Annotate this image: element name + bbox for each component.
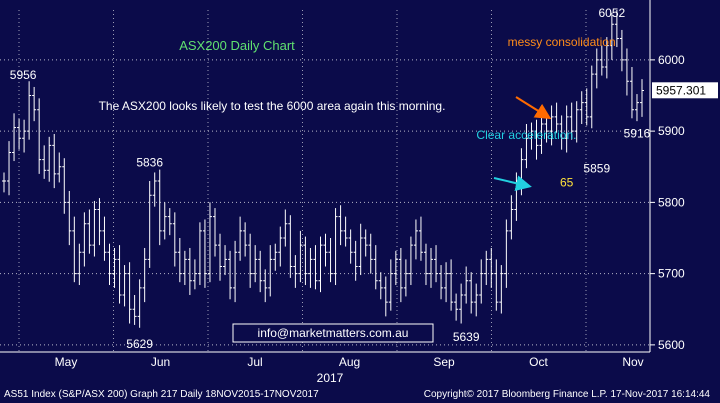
last-price-box	[652, 82, 718, 99]
last-price-label: 5957.301	[656, 83, 706, 97]
annotation-label: 5916	[624, 127, 651, 141]
annotation-label: 6052	[599, 6, 626, 20]
x-month-label: Nov	[622, 355, 643, 369]
annotation-label: 5836	[136, 156, 163, 170]
chart-background	[0, 0, 720, 386]
footer-left: AS51 Index (S&P/ASX 200) Graph 217 Daily…	[4, 389, 319, 400]
price-bars	[2, 10, 644, 328]
annotation-label: messy consolidation	[508, 35, 616, 49]
x-month-label: Aug	[339, 355, 360, 369]
orange-arrow	[515, 96, 552, 120]
cyan-arrow	[493, 175, 532, 192]
annotations: 5956 5836 5629 5639 messy consolidation Clear…	[10, 6, 651, 351]
y-tick-label: 6000	[658, 53, 685, 67]
footer-right: Copyright© 2017 Bloomberg Finance L.P. 1…	[423, 389, 710, 400]
annotation-label: 5956	[10, 68, 37, 82]
grid-lines	[0, 10, 650, 352]
asx200-chart: 5600 5700 5800 5900 6000 May Jun Jul Aug Sep Oct No…	[0, 0, 720, 386]
axes: 5600 5700 5800 5900 6000 May Jun Jul Aug Sep Oct No…	[0, 0, 718, 369]
y-tick-label: 5600	[658, 338, 685, 352]
x-month-label: May	[55, 355, 78, 369]
watermark-box	[232, 323, 434, 343]
annotation-label: Clear acceleration.	[476, 128, 576, 142]
annotation-label: 5639	[453, 330, 480, 344]
annotation-label: 5629	[126, 337, 153, 351]
year-label: 2017	[317, 371, 344, 385]
x-month-label: Jun	[151, 355, 170, 369]
x-month-label: Sep	[433, 355, 455, 369]
y-tick-label: 5700	[658, 267, 685, 281]
annotation-label: 5859	[583, 161, 610, 175]
annotation-label: 65	[560, 175, 574, 189]
y-tick-label: 5800	[658, 195, 685, 209]
x-month-label: Jul	[247, 355, 262, 369]
watermark-text: info@marketmatters.com.au	[258, 326, 409, 340]
chart-subtitle: The ASX200 looks likely to test the 6000…	[99, 99, 446, 113]
x-month-label: Oct	[529, 355, 548, 369]
chart-title: ASX200 Daily Chart	[179, 38, 295, 53]
y-tick-label: 5900	[658, 124, 685, 138]
chart-footer: AS51 Index (S&P/ASX 200) Graph 217 Daily…	[0, 386, 720, 403]
